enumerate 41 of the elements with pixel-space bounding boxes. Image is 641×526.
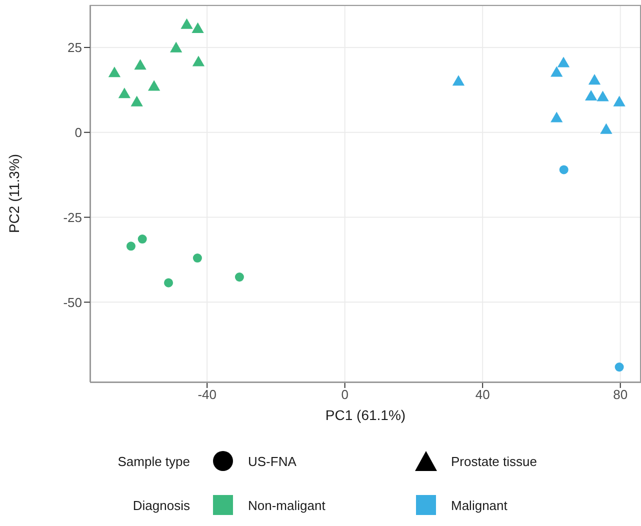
point — [559, 165, 568, 174]
point — [180, 18, 193, 29]
point — [192, 56, 205, 66]
y-tick-label: -50 — [63, 294, 82, 310]
point — [452, 75, 465, 86]
point — [126, 242, 136, 251]
point — [614, 362, 624, 372]
point — [192, 22, 204, 33]
point — [192, 254, 202, 263]
text: Diagnosis — [132, 498, 191, 512]
point — [170, 42, 182, 52]
point — [134, 59, 146, 70]
point — [550, 66, 563, 77]
text: US-FNA — [248, 454, 296, 468]
x-tick-label: 40 — [475, 387, 490, 402]
y-tick-label: 25 — [68, 40, 82, 56]
x-tick-label: 0 — [341, 387, 348, 402]
y-tick-label: -25 — [63, 210, 82, 225]
point — [148, 80, 160, 91]
point — [164, 278, 174, 288]
point — [557, 56, 570, 68]
point — [600, 123, 612, 134]
point — [234, 272, 244, 282]
point — [584, 90, 598, 101]
point — [550, 112, 563, 122]
point — [596, 90, 609, 102]
x-tick-label: -40 — [198, 387, 216, 402]
point — [588, 74, 601, 85]
point — [130, 96, 143, 106]
x-tick-label: 80 — [613, 387, 628, 402]
point — [138, 234, 147, 244]
y-axis-title: PC2 (11.3%) — [6, 154, 22, 234]
text: Malignant — [451, 498, 508, 512]
point — [613, 96, 626, 106]
text: Sample type — [116, 454, 191, 468]
text: Non-maligant — [248, 498, 326, 512]
point — [118, 88, 131, 98]
point — [108, 66, 121, 78]
x-axis-title: PC1 (61.1%) — [324, 407, 407, 423]
text: Prostate tissue — [451, 454, 537, 468]
y-tick-label: 0 — [74, 124, 82, 140]
